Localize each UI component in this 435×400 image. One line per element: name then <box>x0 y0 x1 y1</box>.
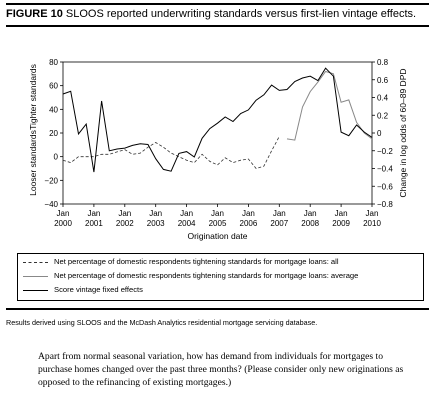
x-tick-label: 2010 <box>363 219 381 228</box>
left-tick-label: −40 <box>44 200 58 209</box>
x-tick-label: 2006 <box>240 219 258 228</box>
x-tick-label: Jan <box>273 209 286 218</box>
top-rule <box>6 3 429 5</box>
left-axis-label-lower: Looser standards <box>28 130 38 196</box>
series-line-1 <box>286 70 373 141</box>
plot-frame <box>62 61 373 205</box>
title-rule <box>6 25 429 27</box>
x-tick-label: Jan <box>211 209 224 218</box>
x-tick-label: Jan <box>180 209 193 218</box>
figure-label: FIGURE 10 <box>6 8 63 20</box>
left-tick-label: −20 <box>44 176 58 185</box>
legend-swatch-gray <box>23 276 48 277</box>
left-tick-label: 40 <box>49 105 58 114</box>
survey-question: Apart from normal seasonal variation, ho… <box>38 351 404 388</box>
legend-item-average: Net percentage of domestic respondents t… <box>18 269 423 283</box>
legend-swatch-black <box>23 290 48 291</box>
x-tick-label: Jan <box>87 209 100 218</box>
right-tick-label: 0.4 <box>377 94 389 103</box>
series-line-0 <box>62 136 280 169</box>
legend-label: Net percentage of domestic respondents t… <box>54 257 339 266</box>
x-tick-label: Jan <box>304 209 317 218</box>
x-axis-label: Origination date <box>187 231 247 241</box>
right-tick-label: −0.8 <box>377 200 393 209</box>
left-tick-label: 60 <box>49 82 58 91</box>
x-tick-label: Jan <box>57 209 70 218</box>
x-tick-label: Jan <box>118 209 131 218</box>
right-tick-label: 0.6 <box>377 76 389 85</box>
left-tick-label: 80 <box>49 58 58 67</box>
right-tick-label: −0.2 <box>377 147 393 156</box>
source-note: Results derived using SLOOS and the McDa… <box>6 318 318 327</box>
vintage-chart: −40 −20 0 20 40 60 80 −0.8 −0.6 −0.4 −0.2 0 0.2 0.4 0.… <box>28 58 408 241</box>
right-tick-label: 0 <box>377 129 382 138</box>
legend-item-score: Score vintage fixed effects <box>18 283 423 297</box>
left-tick-label: 20 <box>49 129 58 138</box>
x-tick-label: 2004 <box>178 219 196 228</box>
x-tick-label: 2003 <box>147 219 165 228</box>
figure-title-text: SLOOS reported underwriting standards ve… <box>65 8 417 20</box>
bottom-rule <box>6 308 429 310</box>
left-axis-label-upper: Tighter standards <box>28 64 38 130</box>
x-tick-label: Jan <box>149 209 162 218</box>
x-tick-label: 2001 <box>85 219 103 228</box>
legend-label: Score vintage fixed effects <box>54 285 143 294</box>
left-tick-label: 0 <box>54 153 59 162</box>
legend-label: Net percentage of domestic respondents t… <box>54 271 359 280</box>
right-axis-label: Change in log odds of 60–89 DPD <box>398 68 408 197</box>
x-tick-label: Jan <box>335 209 348 218</box>
figure-title: FIGURE 10 SLOOS reported underwriting st… <box>6 4 429 24</box>
legend-swatch-dashed <box>23 262 48 263</box>
x-tick-label: 2007 <box>270 219 288 228</box>
series-line-2 <box>62 67 373 173</box>
x-tick-label: 2009 <box>332 219 350 228</box>
x-tick-label: Jan <box>366 209 379 218</box>
x-tick-label: 2008 <box>301 219 319 228</box>
right-tick-label: 0.8 <box>377 58 389 67</box>
right-tick-label: −0.6 <box>377 182 393 191</box>
right-tick-label: 0.2 <box>377 111 389 120</box>
x-tick-label: Jan <box>242 209 255 218</box>
right-tick-label: −0.4 <box>377 165 393 174</box>
x-tick-label: 2005 <box>209 219 227 228</box>
x-tick-label: 2002 <box>116 219 134 228</box>
legend-item-all: Net percentage of domestic respondents t… <box>18 255 423 269</box>
chart-legend: Net percentage of domestic respondents t… <box>17 253 424 301</box>
x-tick-label: 2000 <box>54 219 72 228</box>
